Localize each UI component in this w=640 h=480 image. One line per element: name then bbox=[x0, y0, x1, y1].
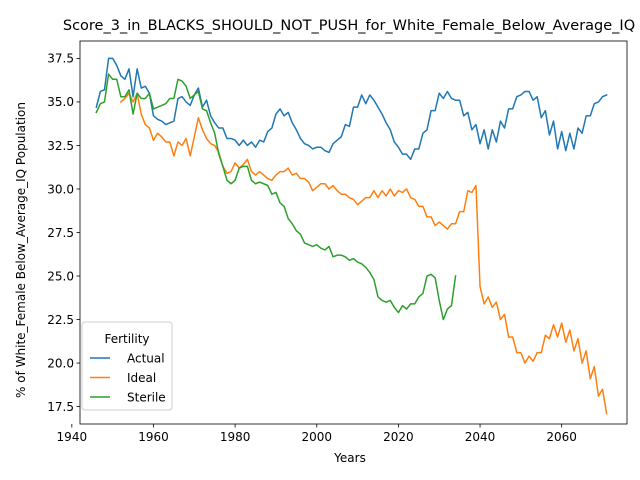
legend-label-ideal: Ideal bbox=[127, 371, 156, 385]
x-tick-label: 1980 bbox=[220, 430, 251, 444]
y-tick-label: 20.0 bbox=[47, 356, 74, 370]
y-tick-label: 27.5 bbox=[47, 226, 74, 240]
x-axis-label: Years bbox=[333, 451, 366, 465]
legend-title: Fertility bbox=[104, 332, 149, 346]
y-tick-label: 25.0 bbox=[47, 269, 74, 283]
y-axis-label: % of White_Female Below_Average_IQ Popul… bbox=[14, 102, 28, 398]
y-tick-label: 37.5 bbox=[47, 52, 74, 66]
series-line-actual bbox=[95, 57, 608, 161]
series-line-sterile bbox=[95, 73, 457, 321]
plot-area: 1940 1960 1980 2000 2020 2040 2060 17.5 20.0 22.… bbox=[47, 40, 628, 444]
legend-label-actual: Actual bbox=[127, 351, 165, 365]
chart-title: Score_3_in_BLACKS_SHOULD_NOT_PUSH_for_Wh… bbox=[63, 18, 635, 34]
series-layer bbox=[95, 57, 608, 415]
legend-label-sterile: Sterile bbox=[127, 390, 166, 404]
y-tick-label: 35.0 bbox=[47, 95, 74, 109]
x-axis-ticks: 1940 1960 1980 2000 2020 2040 2060 bbox=[57, 424, 577, 444]
x-tick-label: 1960 bbox=[138, 430, 169, 444]
y-tick-label: 32.5 bbox=[47, 139, 74, 153]
x-tick-label: 2020 bbox=[383, 430, 414, 444]
x-tick-label: 2060 bbox=[546, 430, 577, 444]
y-axis-ticks: 17.5 20.0 22.5 25.0 27.5 30.0 32.5 35.0 37.5 bbox=[47, 52, 80, 414]
legend-box bbox=[81, 321, 173, 411]
series-line-ideal bbox=[119, 92, 608, 415]
x-tick-label: 2040 bbox=[465, 430, 496, 444]
x-tick-label: 2000 bbox=[301, 430, 332, 444]
x-tick-label: 1940 bbox=[57, 430, 88, 444]
y-tick-label: 17.5 bbox=[47, 400, 74, 414]
y-tick-label: 22.5 bbox=[47, 313, 74, 327]
legend-entries: Actual Ideal Sterile bbox=[90, 351, 166, 404]
legend: Fertility Actual Ideal Sterile bbox=[81, 321, 173, 411]
y-tick-label: 30.0 bbox=[47, 182, 74, 196]
